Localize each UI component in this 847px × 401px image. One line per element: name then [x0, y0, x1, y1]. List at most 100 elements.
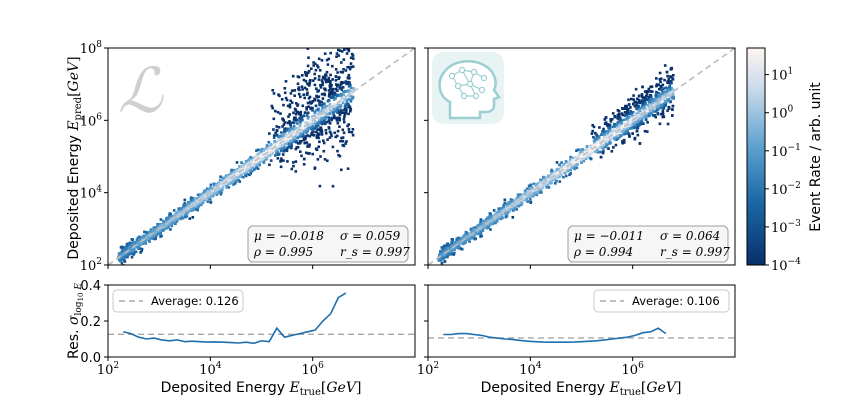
density-cell [638, 121, 642, 124]
density-cell [284, 148, 287, 152]
density-cell [657, 92, 660, 95]
density-cell [349, 99, 353, 103]
density-cell [283, 87, 287, 90]
density-cell [247, 161, 251, 164]
density-cell [605, 142, 608, 145]
density-cell [342, 7, 345, 10]
density-cell [245, 161, 248, 165]
density-cell [215, 193, 219, 196]
density-cell [321, 81, 324, 84]
density-cell [317, 133, 321, 136]
density-cell [268, 146, 271, 149]
density-cell [175, 217, 178, 221]
density-cell [331, 111, 335, 115]
density-cell [218, 184, 222, 188]
density-cell [144, 230, 148, 234]
density-cell [604, 145, 607, 149]
density-cell [154, 231, 158, 234]
density-cell [311, 130, 314, 133]
density-cell [336, 129, 340, 133]
density-cell [618, 115, 621, 118]
density-cell [196, 193, 200, 197]
density-cell [576, 163, 579, 166]
density-cell [344, 142, 347, 145]
density-cell [164, 227, 167, 230]
density-cell [200, 201, 204, 205]
density-cell [566, 169, 570, 172]
density-cell [138, 239, 141, 242]
density-cell [306, 48, 310, 50]
density-cell [139, 235, 143, 239]
density-cell [159, 229, 162, 232]
density-cell [505, 209, 508, 212]
density-cell [340, 96, 344, 100]
density-cell [311, 106, 314, 110]
density-cell [632, 94, 635, 97]
density-cell [175, 220, 179, 223]
density-cell [337, 77, 340, 81]
density-cell [235, 169, 239, 173]
density-cell [286, 128, 289, 131]
density-cell [197, 197, 201, 200]
density-cell [308, 100, 312, 104]
density-cell [476, 224, 479, 227]
density-cell [338, 112, 342, 115]
density-cell [636, 123, 639, 127]
density-cell [532, 192, 535, 195]
density-cell [317, 136, 320, 140]
density-cell [322, 141, 326, 145]
density-cell [342, 68, 345, 71]
density-cell [650, 109, 653, 113]
density-cell [151, 236, 154, 240]
density-cell [459, 236, 462, 240]
density-cell [534, 184, 538, 187]
density-cell [348, 67, 352, 71]
density-cell [635, 129, 639, 133]
density-cell [317, 145, 320, 149]
density-cell [244, 160, 248, 163]
density-cell [545, 184, 548, 188]
density-cell [327, 119, 331, 123]
density-cell [513, 207, 517, 210]
density-cell [212, 182, 216, 186]
density-cell [325, 110, 328, 113]
density-cell [617, 117, 621, 121]
density-cell [643, 104, 646, 107]
density-cell [327, 57, 331, 61]
density-cell [633, 125, 637, 129]
density-cell [342, 144, 346, 148]
density-cell [238, 174, 242, 178]
density-cell [270, 104, 274, 108]
density-cell [135, 238, 139, 242]
density-cell [143, 241, 147, 244]
density-cell [655, 110, 658, 113]
density-cell [271, 89, 274, 92]
density-cell [656, 112, 660, 115]
density-cell [347, 112, 350, 116]
density-cell [162, 221, 165, 225]
density-cell [447, 245, 451, 248]
density-cell [289, 125, 293, 129]
density-cell [299, 118, 303, 121]
density-cell [284, 142, 287, 146]
density-cell [608, 131, 611, 134]
density-cell [276, 148, 280, 151]
density-cell [638, 108, 641, 111]
density-cell [603, 118, 607, 121]
density-cell [596, 147, 600, 151]
density-cell [323, 75, 327, 79]
density-cell [335, 75, 338, 79]
density-cell [607, 147, 610, 150]
density-cell [244, 168, 248, 172]
density-cell [623, 111, 627, 114]
density-cell [286, 146, 289, 150]
density-cell [619, 118, 623, 122]
density-cell [320, 117, 323, 120]
density-cell [628, 112, 632, 116]
density-cell [283, 146, 286, 149]
density-cell [670, 67, 674, 70]
density-cell [329, 51, 332, 55]
density-cell [312, 121, 316, 125]
density-cell [160, 226, 164, 230]
density-cell [304, 127, 308, 131]
